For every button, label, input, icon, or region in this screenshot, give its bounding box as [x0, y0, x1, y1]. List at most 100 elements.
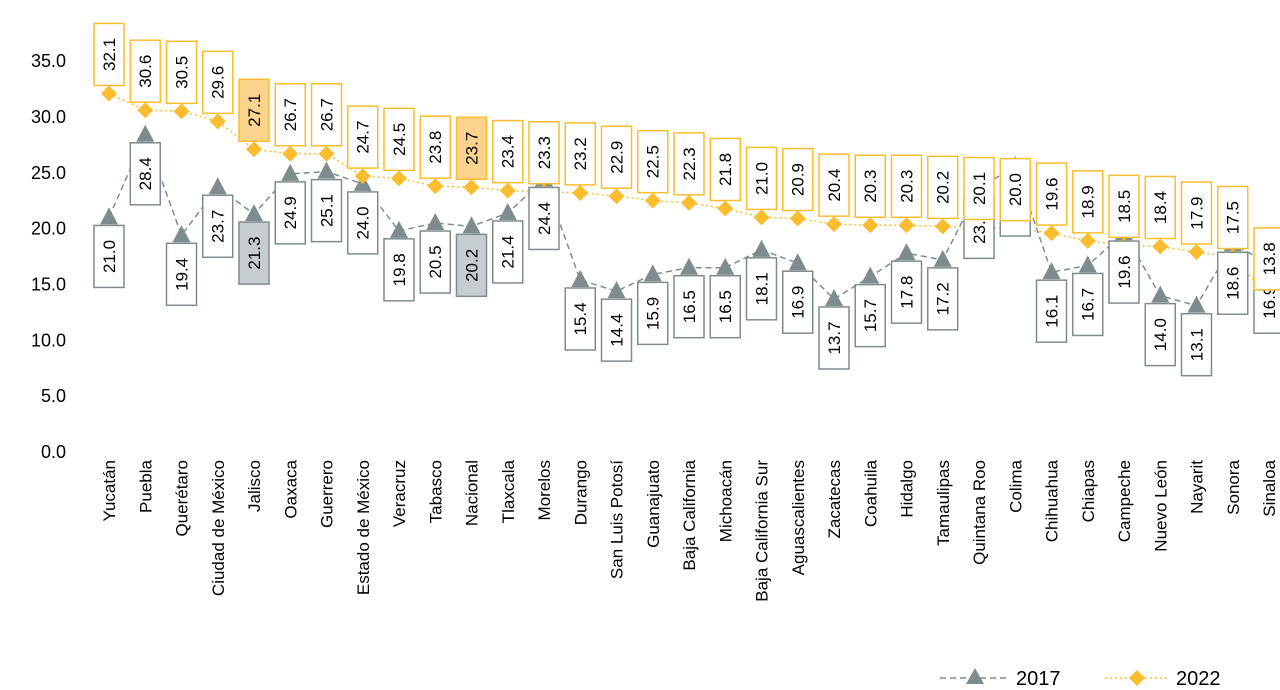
- data-label-box-2017-morelos: [528, 186, 560, 251]
- data-label-2022-puebla: 30.6: [136, 55, 155, 88]
- data-label-box-2022-sonora: [1217, 185, 1249, 250]
- data-label-2017-hidalgo: 17.8: [898, 276, 917, 309]
- y-tick-label: 0.0: [41, 442, 66, 462]
- marker-2017-tabasco: [426, 213, 445, 231]
- data-label-box-2022-hidalgo: [890, 154, 923, 218]
- data-label-box-2022-guerrero: [310, 83, 343, 147]
- data-label-box-2017-tlaxcala: [492, 220, 524, 284]
- data-label-box-2017-nuevo-leon: [1144, 302, 1176, 367]
- data-label-box-2017-ciudad-de-mexico: [202, 194, 234, 259]
- data-label-2022-yucatan: 32.1: [100, 38, 119, 71]
- data-label-2017-chiapas: 16.7: [1079, 288, 1098, 321]
- data-label-2022-tlaxcala: 23.4: [499, 135, 518, 168]
- y-tick-label: 25.0: [31, 163, 66, 183]
- data-label-2017-ciudad-de-mexico: 23.7: [209, 210, 228, 243]
- data-label-box-2017-sonora: [1217, 251, 1249, 315]
- x-tick-label-tlaxcala: Tlaxcala: [499, 459, 518, 523]
- x-tick-label-guerrero: Guerrero: [318, 460, 337, 528]
- data-label-box-2017-veracruz: [383, 238, 415, 302]
- data-label-box-2022-tabasco: [419, 115, 451, 179]
- data-label-box-2017-nayarit: [1180, 312, 1213, 377]
- data-label-2017-chihuahua: 16.1: [1043, 295, 1062, 328]
- marker-2017-michoacan: [716, 257, 735, 275]
- marker-2017-guanajuato: [643, 264, 662, 282]
- marker-2022-guerrero: [318, 145, 335, 162]
- marker-2017-queretaro: [172, 225, 191, 243]
- data-label-2017-tlaxcala: 21.4: [499, 235, 518, 268]
- data-label-2017-san-luis-potosi: 14.4: [608, 314, 627, 347]
- data-label-2017-michoacan: 16.5: [716, 290, 735, 323]
- legend-marker-2017: [966, 668, 984, 684]
- data-label-2017-puebla: 28.4: [136, 157, 155, 190]
- x-tick-label-zacatecas: Zacatecas: [825, 460, 844, 538]
- x-tick-label-puebla: Puebla: [136, 459, 155, 512]
- data-label-box-2022-michoacan: [709, 137, 741, 202]
- marker-2022-estado-de-mexico: [354, 168, 371, 185]
- data-label-box-2017-puebla: [129, 142, 161, 206]
- y-tick-label: 30.0: [31, 107, 66, 127]
- data-label-2022-san-luis-potosi: 22.9: [608, 141, 627, 174]
- x-tick-label-nuevo-leon: Nuevo León: [1151, 460, 1170, 552]
- data-label-box-2017-estado-de-mexico: [347, 191, 379, 255]
- marker-2022-michoacan: [717, 200, 734, 217]
- marker-2017-baja-california-sur: [752, 239, 771, 257]
- marker-2017-puebla: [136, 124, 155, 142]
- marker-2022-queretaro: [173, 103, 190, 120]
- data-label-2017-veracruz: 19.8: [390, 253, 409, 286]
- data-label-2017-nayarit: 13.1: [1188, 328, 1207, 361]
- data-label-box-2022-chihuahua: [1035, 162, 1068, 226]
- y-tick-label: 15.0: [31, 274, 66, 294]
- data-label-2022-morelos: 23.3: [535, 136, 554, 169]
- data-label-box-2022-zacatecas: [818, 153, 850, 217]
- data-label-box-2017-oaxaca: [274, 181, 306, 245]
- x-tick-label-morelos: Morelos: [535, 460, 554, 520]
- data-label-box-2017-tamaulipas: [927, 267, 959, 331]
- data-label-box-2022-tlaxcala: [492, 119, 524, 184]
- marker-2017-nayarit: [1187, 295, 1206, 313]
- data-label-2017-durango: 15.4: [571, 302, 590, 335]
- marker-2022-veracruz: [391, 170, 407, 187]
- marker-2022-coahuila: [862, 217, 879, 234]
- data-label-box-2022-queretaro: [165, 40, 198, 105]
- data-label-box-2022-yucatan: [93, 22, 125, 87]
- marker-2022-guanajuato: [644, 192, 661, 209]
- data-label-2017-estado-de-mexico: 24.0: [354, 206, 373, 239]
- marker-2022-aguascalientes: [789, 210, 806, 227]
- data-label-2017-jalisco: 21.3: [245, 237, 264, 270]
- data-label-2022-chiapas: 18.9: [1079, 185, 1098, 218]
- data-label-box-2017-coahuila: [854, 283, 886, 348]
- data-label-2022-quintana-roo: 20.1: [970, 172, 989, 205]
- marker-2022-jalisco: [246, 141, 262, 158]
- data-label-2017-morelos: 24.4: [535, 202, 554, 235]
- data-label-2017-guerrero: 25.1: [318, 194, 337, 227]
- marker-2022-durango: [572, 184, 589, 201]
- data-label-box-2022-jalisco: [238, 78, 270, 143]
- data-label-box-2022-colima: [999, 157, 1031, 222]
- data-label-2022-baja-california: 22.3: [680, 147, 699, 180]
- x-tick-label-baja-california-sur: Baja California Sur: [753, 460, 772, 602]
- marker-2017-veracruz: [390, 220, 408, 238]
- data-label-2022-sinaloa: 13.8: [1260, 242, 1279, 275]
- data-label-box-2017-nacional: [455, 233, 488, 298]
- data-label-2022-zacatecas: 20.4: [825, 169, 844, 202]
- data-label-box-2017-guanajuato: [637, 281, 669, 346]
- data-label-box-2022-campeche: [1108, 174, 1140, 239]
- x-tick-label-quintana-roo: Quintana Roo: [970, 460, 989, 565]
- data-label-box-2022-chiapas: [1072, 170, 1104, 234]
- x-axis: Yucatán Puebla Querétaro Ciudad de México Ja…: [100, 459, 1279, 601]
- marker-2022-hidalgo: [898, 217, 915, 234]
- y-axis: 0.0 5.0 10.0 15.0 20.0 25.0 30.0 35.0: [31, 51, 66, 462]
- marker-2022-ciudad-de-mexico: [209, 113, 226, 130]
- marker-2017-oaxaca: [281, 163, 300, 181]
- marker-2022-nuevo-leon: [1152, 238, 1169, 255]
- data-label-2017-sinaloa: 16.9: [1260, 286, 1279, 319]
- data-label-2022-oaxaca: 26.7: [281, 98, 300, 131]
- data-label-2017-oaxaca: 24.9: [281, 196, 300, 229]
- data-label-box-2017-hidalgo: [890, 260, 923, 324]
- data-label-box-2017-campeche: [1108, 240, 1140, 304]
- legend-label-2017: 2017: [1016, 668, 1061, 690]
- data-label-2017-tamaulipas: 17.2: [934, 282, 953, 315]
- x-tick-label-oaxaca: Oaxaca: [281, 459, 300, 518]
- marker-2017-yucatan: [100, 207, 118, 225]
- marker-2022-san-luis-potosi: [608, 188, 625, 205]
